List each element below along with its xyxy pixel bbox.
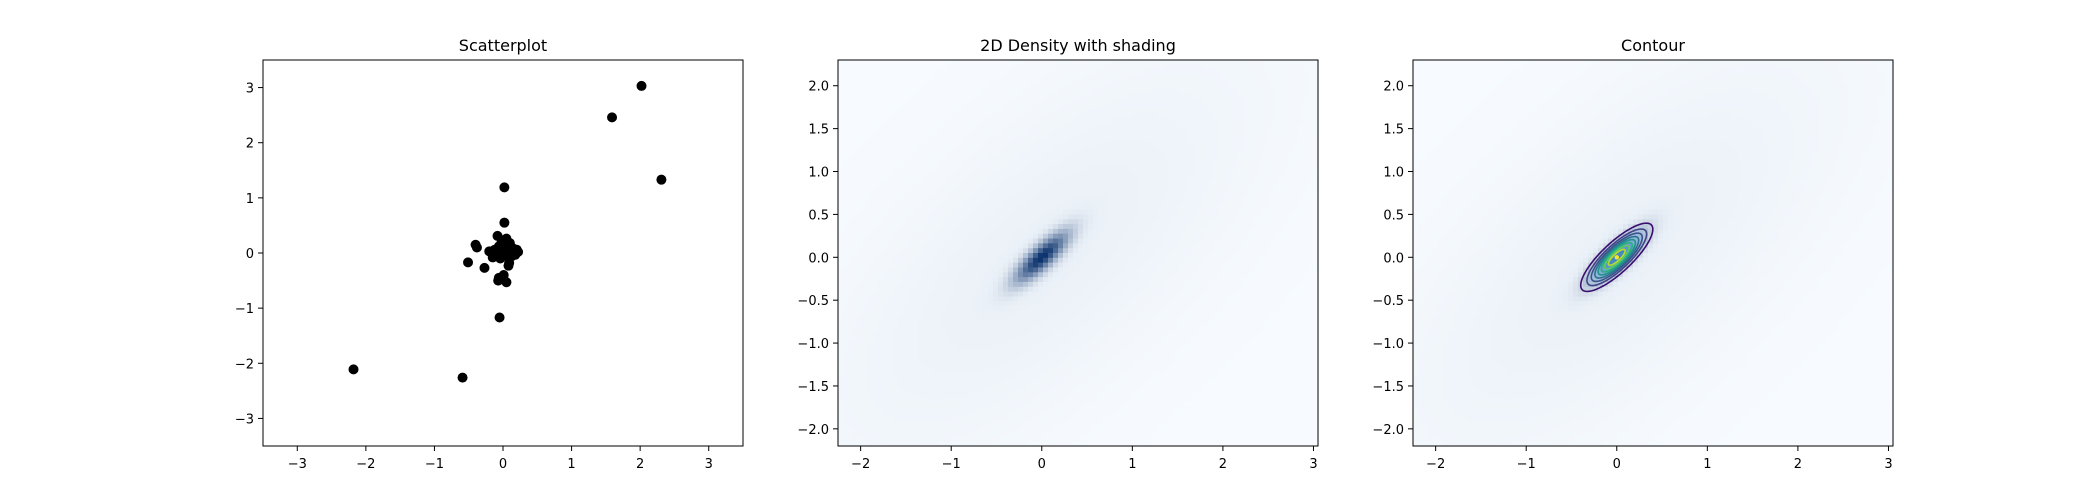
y-tick-label: 2 <box>246 137 254 152</box>
x-tick-label: −2 <box>1426 457 1445 472</box>
x-tick-label: −1 <box>942 457 961 472</box>
plot-frame <box>837 59 1319 447</box>
scatter-point <box>494 312 505 323</box>
y-tick-label: 1 <box>246 192 254 207</box>
chart-title: Contour <box>1621 36 1685 55</box>
y-tick-label: 0.0 <box>1383 251 1404 266</box>
y-tick-label: −3 <box>235 412 254 427</box>
y-tick-label: −0.5 <box>1372 294 1404 309</box>
x-tick-label: −1 <box>425 457 444 472</box>
y-tick-label: 0 <box>246 247 254 262</box>
x-tick-label: 0 <box>1038 457 1046 472</box>
y-tick-label: −2.0 <box>797 423 829 438</box>
y-tick-label: −1.5 <box>1372 380 1404 395</box>
y-tick-label: −1.5 <box>797 380 829 395</box>
y-tick-label: 3 <box>246 82 254 97</box>
contour-panel: Contour −2 −1 0 1 2 3 −2.0 −1.5 −1.0 −0.5 0.0 0.5 1.0… <box>1372 36 1894 472</box>
scatter-point <box>636 80 647 91</box>
scatter-point <box>457 372 468 383</box>
scatter-point <box>348 364 359 375</box>
x-tick-label: 2 <box>636 457 644 472</box>
scatter-point <box>505 241 516 252</box>
scatter-point <box>493 275 504 286</box>
scatter-point <box>501 277 512 288</box>
y-tick-label: −1.0 <box>797 337 829 352</box>
scatter-points <box>348 80 667 383</box>
plot-frame <box>262 59 744 447</box>
scatter-point <box>513 246 524 257</box>
x-tick-label: 2 <box>1219 457 1227 472</box>
contour-level-1 <box>1579 222 1654 293</box>
x-tick-label: −2 <box>356 457 375 472</box>
x-tick-label: −3 <box>288 457 307 472</box>
y-tick-label: 1.0 <box>1383 166 1404 181</box>
y-tick-label: −1.0 <box>1372 337 1404 352</box>
x-tick-label: 0 <box>499 457 507 472</box>
x-tick-label: 1 <box>1128 457 1136 472</box>
x-tick-label: 3 <box>1884 457 1892 472</box>
x-tick-label: −2 <box>851 457 870 472</box>
plot-frame <box>1412 59 1894 447</box>
chart-title: 2D Density with shading <box>980 36 1176 55</box>
y-tick-label: 1.5 <box>808 123 829 138</box>
y-tick-label: 0.5 <box>1383 208 1404 223</box>
y-tick-label: 1.0 <box>808 166 829 181</box>
chart-title: Scatterplot <box>459 36 547 55</box>
y-tick-label: 0.0 <box>808 251 829 266</box>
x-tick-label: 3 <box>705 457 713 472</box>
x-tick-label: 3 <box>1309 457 1317 472</box>
y-tick-label: 2.0 <box>1383 80 1404 95</box>
x-tick-label: 2 <box>1794 457 1802 472</box>
scatter-point <box>479 262 490 273</box>
scatter-point <box>471 242 482 253</box>
x-tick-label: 1 <box>1703 457 1711 472</box>
scatter-point <box>607 112 618 123</box>
contour-background-shading <box>1413 60 1894 447</box>
scatter-point <box>503 260 514 271</box>
y-tick-label: −2 <box>235 357 254 372</box>
density-shading-panel: 2D Density with shading −2 −1 0 1 2 3 −2.0 −1.5 −… <box>797 36 1319 472</box>
scatter-point <box>656 174 667 185</box>
y-tick-label: 1.5 <box>1383 123 1404 138</box>
scatter-point <box>499 182 510 193</box>
y-tick-label: −1 <box>235 302 254 317</box>
y-tick-label: −2.0 <box>1372 423 1404 438</box>
scatter-point <box>499 217 510 228</box>
x-tick-label: 1 <box>567 457 575 472</box>
scatterplot-panel: Scatterplot −3 −2 −1 0 1 2 3 −3 −2 −1 0 1 2 3 <box>235 36 744 472</box>
x-tick-label: 0 <box>1613 457 1621 472</box>
density-peak-point <box>1614 255 1619 260</box>
density-shading <box>838 60 1319 447</box>
y-tick-label: 2.0 <box>808 80 829 95</box>
y-tick-label: −0.5 <box>797 294 829 309</box>
scatter-point <box>463 257 474 268</box>
y-tick-label: 0.5 <box>808 208 829 223</box>
contour-lines <box>1579 222 1654 293</box>
x-tick-label: −1 <box>1517 457 1536 472</box>
